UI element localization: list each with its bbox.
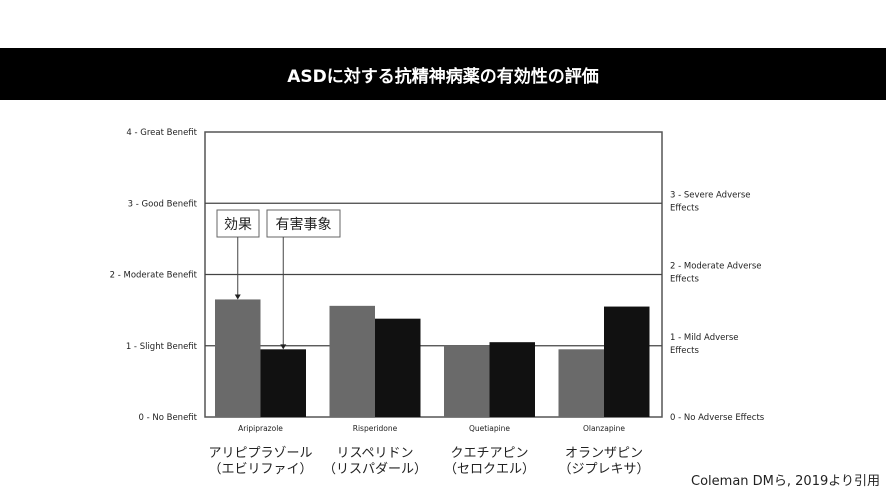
right-tick-label: Effects: [670, 275, 699, 285]
jp-drug-label: オランザピン （ジプレキサ）: [544, 446, 664, 478]
right-tick-label: 2 - Moderate Adverse: [670, 262, 761, 272]
right-tick-label: 0 - No Adverse Effects: [670, 413, 765, 423]
left-tick-label: 4 - Great Benefit: [126, 128, 197, 138]
category-label: Olanzapine: [583, 424, 625, 433]
category-label: Risperidone: [353, 424, 398, 433]
annotation-label: 有害事象: [276, 217, 332, 233]
bar-benefit: [558, 349, 604, 417]
jp-drug-label-line: オランザピン: [564, 446, 643, 461]
right-tick-label: Effects: [670, 203, 699, 213]
bar-adverse: [489, 342, 535, 417]
jp-drug-label: クエチアピン （セロクエル）: [430, 446, 550, 478]
left-tick-label: 2 - Moderate Benefit: [110, 271, 198, 281]
arrowhead-icon: [234, 294, 241, 300]
bar-benefit: [329, 305, 375, 417]
jp-drug-label: リスペリドン （リスパダール）: [315, 446, 435, 478]
right-tick-label: 3 - Severe Adverse: [670, 190, 750, 200]
left-tick-label: 0 - No Benefit: [138, 413, 197, 423]
arrowhead-icon: [280, 344, 287, 350]
jp-drug-label: アリピプラゾール （エビリファイ）: [201, 446, 321, 478]
annotation-label: 効果: [224, 217, 252, 233]
bar-adverse: [604, 306, 650, 417]
jp-drug-label-line: クエチアピン: [450, 446, 529, 461]
right-tick-label: 1 - Mild Adverse: [670, 333, 739, 343]
left-tick-label: 3 - Good Benefit: [128, 199, 198, 209]
jp-drug-label-line: （リスパダール）: [322, 462, 427, 477]
jp-drug-label-line: （ジプレキサ）: [558, 462, 650, 477]
category-label: Aripiprazole: [238, 424, 283, 433]
bar-adverse: [260, 349, 306, 417]
right-tick-label: Effects: [670, 346, 699, 356]
left-tick-label: 1 - Slight Benefit: [126, 342, 198, 352]
annotation-box: [266, 209, 341, 238]
slide-title: ASDに対する抗精神病薬の有効性の評価: [0, 48, 886, 100]
jp-drug-label-line: （セロクエル）: [443, 462, 535, 477]
annotation-box: [216, 209, 260, 238]
jp-drug-label-line: （エビリファイ）: [208, 462, 313, 477]
bar-benefit: [444, 345, 490, 417]
category-label: Quetiapine: [469, 424, 510, 433]
jp-drug-label-line: リスペリドン: [336, 446, 414, 461]
citation: Coleman DMら, 2019より引用: [691, 474, 880, 489]
bar-benefit: [215, 299, 261, 417]
bar-adverse: [375, 318, 421, 417]
jp-drug-label-line: アリピプラゾール: [208, 446, 313, 461]
